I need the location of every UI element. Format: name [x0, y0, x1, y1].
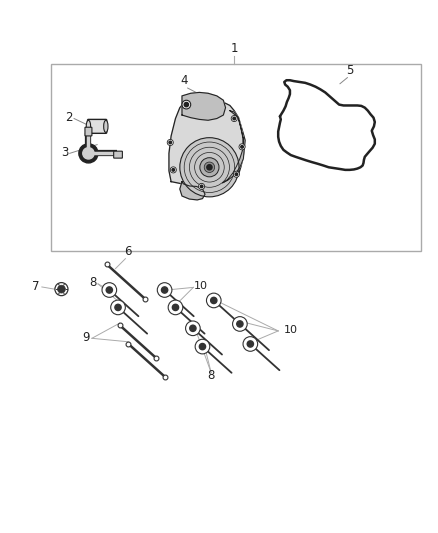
Circle shape	[186, 321, 200, 336]
Circle shape	[115, 304, 121, 311]
Circle shape	[157, 282, 172, 297]
Polygon shape	[180, 182, 205, 200]
Circle shape	[169, 141, 172, 144]
Text: 3: 3	[61, 146, 68, 159]
Text: 2: 2	[65, 111, 73, 124]
Circle shape	[195, 340, 210, 354]
Text: 9: 9	[82, 330, 90, 343]
Circle shape	[207, 165, 212, 170]
Circle shape	[198, 183, 205, 189]
Circle shape	[233, 317, 247, 332]
Circle shape	[79, 144, 98, 163]
Circle shape	[106, 287, 113, 293]
Circle shape	[237, 321, 243, 327]
Text: 5: 5	[346, 64, 353, 77]
Circle shape	[168, 300, 183, 314]
Circle shape	[102, 282, 117, 297]
Circle shape	[241, 146, 244, 148]
Circle shape	[162, 287, 168, 293]
Circle shape	[57, 285, 65, 293]
Bar	[51, 64, 421, 251]
Circle shape	[206, 293, 221, 308]
Circle shape	[111, 300, 125, 314]
Text: 7: 7	[32, 280, 39, 293]
Circle shape	[172, 304, 179, 311]
Text: 8: 8	[208, 369, 215, 382]
Circle shape	[172, 168, 175, 171]
Polygon shape	[223, 111, 244, 183]
Ellipse shape	[104, 120, 108, 133]
Circle shape	[200, 185, 203, 188]
FancyBboxPatch shape	[85, 127, 92, 136]
Circle shape	[83, 148, 94, 159]
Text: 10: 10	[283, 325, 297, 335]
Circle shape	[231, 116, 237, 122]
Text: 4: 4	[180, 74, 188, 87]
Circle shape	[243, 337, 258, 351]
Text: 6: 6	[124, 245, 131, 258]
Circle shape	[233, 171, 240, 177]
Circle shape	[167, 140, 173, 146]
Circle shape	[182, 100, 191, 109]
Text: 1: 1	[230, 42, 238, 54]
Polygon shape	[182, 92, 226, 120]
Circle shape	[233, 117, 236, 120]
Circle shape	[55, 282, 68, 296]
Circle shape	[247, 341, 254, 347]
Ellipse shape	[86, 120, 91, 133]
Text: 8: 8	[89, 276, 96, 289]
Circle shape	[235, 173, 238, 175]
Polygon shape	[169, 96, 245, 191]
Circle shape	[180, 138, 239, 197]
Circle shape	[204, 162, 215, 173]
Circle shape	[211, 297, 217, 304]
FancyBboxPatch shape	[88, 119, 107, 133]
Circle shape	[199, 343, 205, 350]
FancyBboxPatch shape	[114, 151, 122, 158]
Circle shape	[184, 102, 188, 107]
Circle shape	[239, 144, 245, 150]
Circle shape	[200, 158, 219, 177]
Text: 10: 10	[194, 281, 208, 290]
Circle shape	[190, 325, 196, 332]
Circle shape	[170, 167, 177, 173]
